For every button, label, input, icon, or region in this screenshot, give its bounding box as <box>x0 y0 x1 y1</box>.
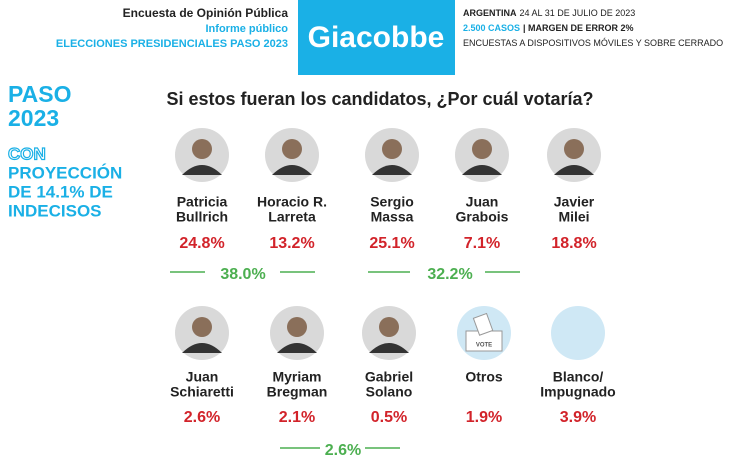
head <box>564 139 584 159</box>
info-line: 2.500 CASOS | MARGEN DE ERROR 2% <box>463 23 634 33</box>
header-line: Informe público <box>206 23 289 35</box>
candidate-name: Massa <box>371 209 414 225</box>
head <box>472 139 492 159</box>
candidate-name: Juan <box>466 194 499 210</box>
head <box>287 317 307 337</box>
group-pct: 38.0% <box>220 266 265 283</box>
header-line: Encuesta de Opinión Pública <box>123 6 289 20</box>
candidate-name: Blanco/ <box>553 369 604 385</box>
brand-box <box>298 0 455 75</box>
side-line: INDECISOS <box>8 201 102 220</box>
info-bold: 2.500 CASOS <box>463 23 520 33</box>
info-rest: 24 AL 31 DE JULIO DE 2023 <box>520 8 636 18</box>
candidate-pct: 18.8% <box>551 235 596 252</box>
shoulders <box>462 165 502 175</box>
side-title: PASO <box>8 81 71 107</box>
candidate-name: Milei <box>558 209 589 225</box>
candidate-name: Javier <box>554 194 595 210</box>
head <box>382 139 402 159</box>
brand: Giacobbe <box>308 21 445 54</box>
candidate-pct: 25.1% <box>369 235 414 252</box>
info-line: ENCUESTAS A DISPOSITIVOS MÓVILES Y SOBRE… <box>463 38 723 48</box>
candidate-name: Myriam <box>272 369 321 385</box>
shoulders <box>182 343 222 353</box>
candidate-pct: 2.1% <box>279 409 315 426</box>
shoulders <box>182 165 222 175</box>
shoulders <box>277 343 317 353</box>
head <box>379 317 399 337</box>
candidate-name: Gabriel <box>365 369 413 385</box>
side-outline: CON <box>8 144 46 163</box>
candidate-name: Horacio R. <box>257 194 327 210</box>
head <box>282 139 302 159</box>
candidate-pct: 13.2% <box>269 235 314 252</box>
info-rest: | MARGEN DE ERROR 2% <box>523 23 634 33</box>
candidate-pct: 1.9% <box>466 409 502 426</box>
group-pct: 32.2% <box>427 266 472 283</box>
info-bold: ARGENTINA <box>463 8 517 18</box>
candidate-pct: 7.1% <box>464 235 500 252</box>
shoulders <box>372 165 412 175</box>
candidate-name: Bullrich <box>176 209 228 225</box>
side-line: PROYECCIÓN <box>8 163 122 182</box>
head <box>192 317 212 337</box>
info-rest: ENCUESTAS A DISPOSITIVOS MÓVILES Y SOBRE… <box>463 38 723 48</box>
candidate-name: Schiaretti <box>170 384 234 400</box>
photo <box>551 306 605 360</box>
header-line: ELECCIONES PRESIDENCIALES PASO 2023 <box>56 38 288 50</box>
candidate-name: Bregman <box>267 384 328 400</box>
candidate-name: Solano <box>366 384 413 400</box>
candidate-pct: 2.6% <box>184 409 220 426</box>
shoulders <box>272 165 312 175</box>
head <box>192 139 212 159</box>
candidate-pct: 0.5% <box>371 409 407 426</box>
group-pct: 2.6% <box>325 442 361 459</box>
info-line: ARGENTINA 24 AL 31 DE JULIO DE 2023 <box>463 8 635 18</box>
candidate-name: Sergio <box>370 194 414 210</box>
candidate-name: Impugnado <box>540 384 615 400</box>
candidate-pct: 3.9% <box>560 409 596 426</box>
candidate-name: Patricia <box>177 194 228 210</box>
side-title: 2023 <box>8 105 59 131</box>
question: Si estos fueran los candidatos, ¿Por cuá… <box>166 89 593 109</box>
candidate-name: Grabois <box>456 209 509 225</box>
candidate-name: Larreta <box>268 209 316 225</box>
side-line: DE 14.1% DE <box>8 182 113 201</box>
candidate-name: Otros <box>465 369 503 385</box>
candidate-name: Juan <box>186 369 219 385</box>
shoulders <box>369 343 409 353</box>
candidate-pct: 24.8% <box>179 235 224 252</box>
shoulders <box>554 165 594 175</box>
icon-label: VOTE <box>476 343 492 349</box>
ballot <box>472 312 494 336</box>
